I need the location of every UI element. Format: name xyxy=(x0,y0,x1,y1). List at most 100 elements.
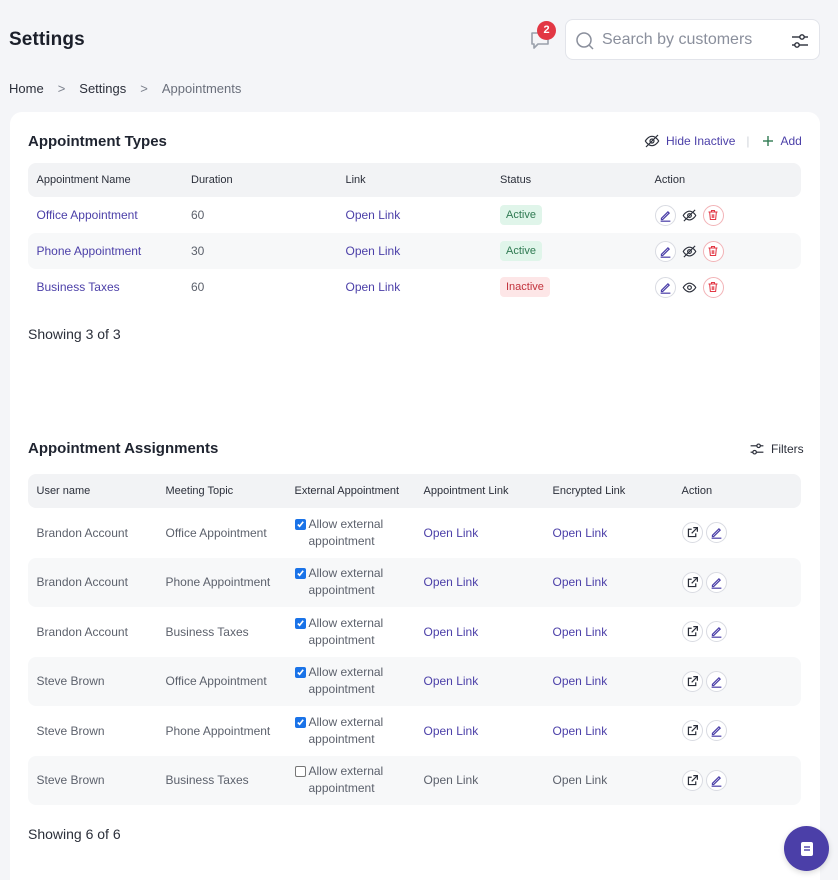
assignments-showing-count: Showing 6 of 6 xyxy=(28,826,121,842)
edit-button[interactable] xyxy=(705,522,727,544)
edit-button[interactable] xyxy=(705,769,727,791)
duration: 60 xyxy=(191,280,205,294)
hide-inactive-button[interactable]: Hide Inactive xyxy=(644,133,735,149)
appointment-open-link[interactable]: Open Link xyxy=(423,575,479,590)
encrypted-open-link[interactable]: Open Link xyxy=(552,624,608,639)
appointment-types-table: Appointment Name Duration Link Status Ac… xyxy=(28,163,801,305)
meeting-topic: Phone Appointment xyxy=(165,723,271,738)
table-row: Steve Brown Business Taxes Allow external … xyxy=(28,755,801,805)
edit-button[interactable] xyxy=(654,204,676,226)
appointment-open-link[interactable]: Open Link xyxy=(423,525,479,540)
checkbox[interactable] xyxy=(294,667,306,679)
divider: | xyxy=(746,134,750,148)
eye-off-icon xyxy=(682,208,697,223)
support-chat-button[interactable] xyxy=(784,826,829,871)
column-header: Encrypted Link xyxy=(552,485,626,497)
checkbox[interactable] xyxy=(294,568,306,580)
toggle-visibility-button[interactable] xyxy=(679,241,700,262)
checkbox[interactable] xyxy=(294,617,306,629)
pencil-icon xyxy=(710,576,723,589)
open-external-button[interactable] xyxy=(681,522,703,544)
appointment-name-link[interactable]: Phone Appointment xyxy=(36,244,142,258)
notifications-button[interactable]: 2 xyxy=(526,21,556,54)
breadcrumb-settings[interactable]: Settings xyxy=(79,80,127,96)
user-name: Brandon Account xyxy=(36,575,128,590)
filters-button[interactable]: Filters xyxy=(749,441,804,457)
table-row: Brandon Account Office Appointment Allow e… xyxy=(28,508,801,558)
meeting-topic: Office Appointment xyxy=(165,525,267,540)
edit-button[interactable] xyxy=(705,571,727,593)
column-header: Meeting Topic xyxy=(165,485,234,497)
appointment-open-link[interactable]: Open Link xyxy=(423,624,479,639)
allow-external-checkbox[interactable]: Allow external appointment xyxy=(294,516,416,550)
allow-external-checkbox[interactable]: Allow external appointment xyxy=(294,565,416,599)
column-header: External Appointment xyxy=(294,485,400,497)
external-link-icon xyxy=(686,526,699,539)
appointment-open-link[interactable]: Open Link xyxy=(423,723,479,738)
table-header: User name Meeting Topic External Appoint… xyxy=(28,474,801,508)
encrypted-open-link[interactable]: Open Link xyxy=(552,773,608,788)
trash-icon xyxy=(707,281,719,293)
breadcrumb-separator: > xyxy=(57,80,66,96)
open-external-button[interactable] xyxy=(681,769,703,791)
appointment-name-link[interactable]: Business Taxes xyxy=(36,280,120,294)
appointment-open-link[interactable]: Open Link xyxy=(423,773,479,788)
appointment-assignments-table: User name Meeting Topic External Appoint… xyxy=(28,474,801,805)
status-badge: Active xyxy=(500,205,542,225)
eye-off-icon xyxy=(644,134,660,148)
status-badge: Active xyxy=(500,241,542,261)
meeting-topic: Office Appointment xyxy=(165,674,267,689)
encrypted-open-link[interactable]: Open Link xyxy=(552,525,608,540)
edit-button[interactable] xyxy=(654,240,676,262)
table-row: Phone Appointment 30 Open Link Active xyxy=(28,233,801,269)
edit-button[interactable] xyxy=(654,276,676,298)
edit-button[interactable] xyxy=(705,621,727,643)
edit-button[interactable] xyxy=(705,670,727,692)
encrypted-open-link[interactable]: Open Link xyxy=(552,723,608,738)
pencil-icon xyxy=(710,724,723,738)
delete-button[interactable] xyxy=(702,204,724,226)
sliders-icon[interactable] xyxy=(790,31,810,51)
table-row: Business Taxes 60 Open Link Inactive xyxy=(28,269,801,305)
delete-button[interactable] xyxy=(702,276,724,298)
open-external-button[interactable] xyxy=(681,571,703,593)
duration: 30 xyxy=(191,244,205,258)
search-input[interactable] xyxy=(602,29,777,51)
encrypted-open-link[interactable]: Open Link xyxy=(552,575,608,590)
allow-external-checkbox[interactable]: Allow external appointment xyxy=(294,615,416,649)
open-link[interactable]: Open Link xyxy=(345,280,401,294)
breadcrumb-home[interactable]: Home xyxy=(9,80,44,96)
toggle-visibility-button[interactable] xyxy=(679,205,700,226)
appointment-name-link[interactable]: Office Appointment xyxy=(36,208,138,222)
checkbox[interactable] xyxy=(294,766,306,778)
notification-count-badge: 2 xyxy=(537,21,556,40)
open-external-button[interactable] xyxy=(681,621,703,643)
search-box xyxy=(565,19,820,60)
open-external-button[interactable] xyxy=(681,720,703,742)
appointment-open-link[interactable]: Open Link xyxy=(423,674,479,689)
add-label: Add xyxy=(780,134,802,148)
delete-button[interactable] xyxy=(702,240,724,262)
allow-external-checkbox[interactable]: Allow external appointment xyxy=(294,714,416,748)
trash-icon xyxy=(707,245,719,257)
column-header: Appointment Link xyxy=(423,485,509,497)
eye-icon xyxy=(682,280,697,295)
open-external-button[interactable] xyxy=(681,670,703,692)
allow-external-checkbox[interactable]: Allow external appointment xyxy=(294,763,416,797)
meeting-topic: Business Taxes xyxy=(165,773,249,788)
add-appointment-type-button[interactable]: Add xyxy=(761,134,802,148)
open-link[interactable]: Open Link xyxy=(345,244,401,258)
allow-external-checkbox[interactable]: Allow external appointment xyxy=(294,664,416,698)
toggle-visibility-button[interactable] xyxy=(679,277,700,298)
edit-button[interactable] xyxy=(705,720,727,742)
checkbox[interactable] xyxy=(294,518,306,530)
open-link[interactable]: Open Link xyxy=(345,208,401,222)
checkbox[interactable] xyxy=(294,716,306,728)
filters-label: Filters xyxy=(771,442,804,456)
table-header: Appointment Name Duration Link Status Ac… xyxy=(28,163,801,197)
table-row: Steve Brown Phone Appointment Allow extern… xyxy=(28,706,801,756)
eye-off-icon xyxy=(682,244,697,259)
external-link-icon xyxy=(686,774,699,787)
encrypted-open-link[interactable]: Open Link xyxy=(552,674,608,689)
allow-external-label: Allow external appointment xyxy=(308,516,384,548)
